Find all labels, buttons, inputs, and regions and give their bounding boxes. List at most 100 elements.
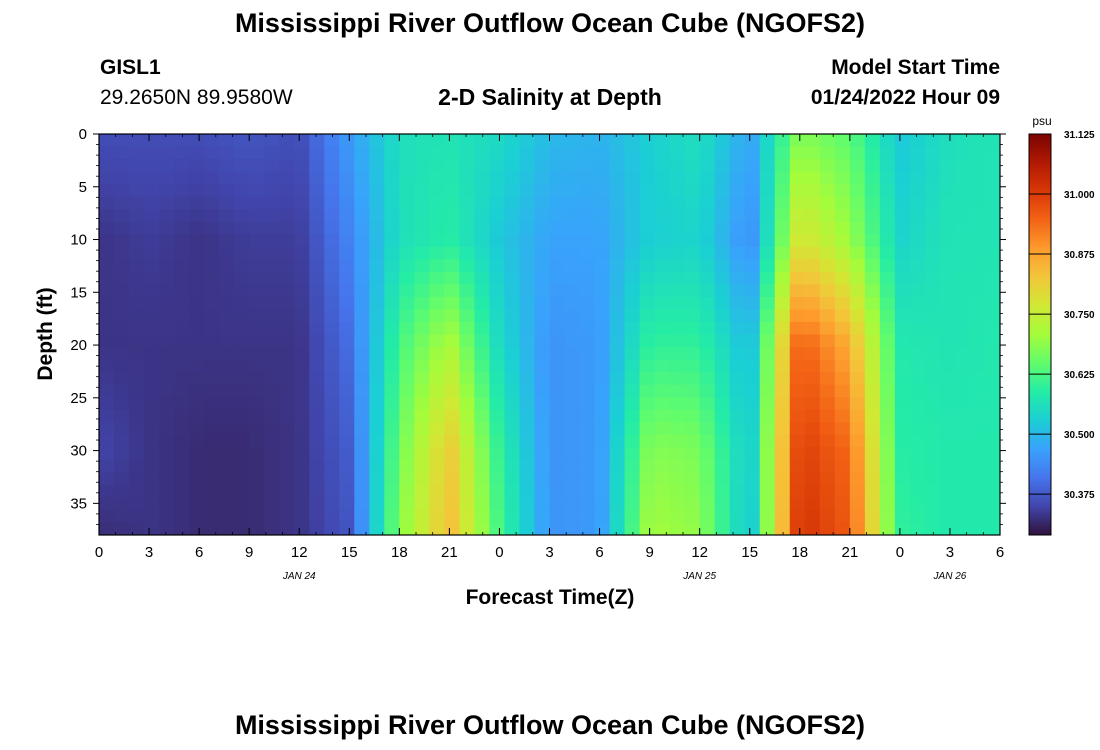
heatmap-cell (699, 234, 716, 248)
heatmap-cell (114, 509, 130, 524)
heatmap-cell (414, 472, 430, 486)
y-axis-label: Depth (ft) (34, 287, 57, 380)
heatmap-cell (804, 221, 821, 235)
heatmap-cell (759, 472, 776, 486)
heatmap-cell (639, 384, 656, 398)
heatmap-cell (789, 259, 806, 273)
heatmap-cell (324, 484, 340, 499)
heatmap-cell (459, 459, 476, 473)
heatmap-cell (414, 234, 430, 248)
heatmap-cell (129, 159, 145, 173)
heatmap-cell (684, 284, 701, 298)
heatmap-cell (114, 522, 130, 535)
heatmap-cell (879, 271, 896, 285)
heatmap-cell (624, 497, 641, 511)
heatmap-cell (744, 447, 761, 461)
heatmap-cell (699, 221, 716, 235)
heatmap-cell (699, 497, 716, 511)
heatmap-cell (549, 196, 566, 210)
heatmap-cell (504, 372, 521, 386)
heatmap-cell (459, 209, 476, 223)
heatmap-cell (909, 397, 926, 411)
heatmap-cell (744, 459, 761, 473)
heatmap-cell (369, 146, 385, 160)
heatmap-cell (369, 472, 385, 486)
heatmap-cell (894, 159, 911, 173)
heatmap-cell (144, 221, 160, 235)
heatmap-cell (879, 221, 896, 235)
heatmap-cell (369, 321, 385, 336)
heatmap-cell (234, 159, 250, 173)
heatmap-cell (894, 372, 911, 386)
heatmap-cell (474, 159, 491, 173)
heatmap-cell (99, 484, 115, 499)
heatmap-cell (594, 447, 611, 461)
heatmap-cell (279, 434, 295, 448)
heatmap-cell (309, 259, 325, 273)
heatmap-cell (579, 397, 596, 411)
heatmap-cell (279, 334, 295, 348)
heatmap-cell (444, 409, 460, 423)
heatmap-cell (159, 497, 175, 511)
heatmap-cell (759, 209, 776, 223)
heatmap-cell (864, 359, 881, 373)
heatmap-cell (879, 422, 896, 436)
heatmap-cell (519, 221, 536, 235)
heatmap-cell (204, 271, 220, 285)
heatmap-cell (174, 434, 190, 448)
heatmap-cell (939, 159, 956, 173)
heatmap-cell (399, 146, 415, 160)
heatmap-cell (429, 246, 445, 260)
heatmap-cell (444, 434, 460, 448)
heatmap-cell (939, 309, 956, 323)
heatmap-cell (969, 259, 986, 273)
heatmap-cell (729, 372, 746, 386)
heatmap-cell (699, 259, 716, 273)
heatmap-cell (519, 397, 536, 411)
heatmap-cell (414, 284, 430, 298)
heatmap-cell (684, 434, 701, 448)
heatmap-cell (609, 447, 626, 461)
heatmap-cell (789, 347, 806, 361)
heatmap-cell (459, 397, 476, 411)
heatmap-cell (759, 171, 776, 185)
heatmap-cell (969, 284, 986, 298)
heatmap-cell (849, 284, 866, 298)
heatmap-cell (594, 409, 611, 423)
heatmap-cell (114, 259, 130, 273)
heatmap-cell (834, 384, 851, 398)
heatmap-cell (504, 347, 521, 361)
heatmap-cell (519, 134, 536, 148)
heatmap-cell (669, 171, 686, 185)
heatmap-cell (684, 447, 701, 461)
heatmap-cell (249, 284, 265, 298)
heatmap-cell (114, 321, 130, 336)
heatmap-cell (744, 334, 761, 348)
heatmap-cell (789, 221, 806, 235)
heatmap-cell (624, 284, 641, 298)
heatmap-cell (909, 321, 926, 336)
heatmap-cell (894, 472, 911, 486)
heatmap-cell (729, 447, 746, 461)
heatmap-cell (189, 447, 205, 461)
heatmap-cell (699, 171, 716, 185)
heatmap-cell (894, 347, 911, 361)
heatmap-cell (594, 372, 611, 386)
heatmap-cell (234, 347, 250, 361)
heatmap-cell (384, 334, 400, 348)
heatmap-cell (729, 159, 746, 173)
heatmap-cell (234, 146, 250, 160)
heatmap-cell (984, 509, 1000, 524)
heatmap-cell (159, 259, 175, 273)
heatmap-cell (759, 359, 776, 373)
heatmap-cell (549, 409, 566, 423)
heatmap-cell (474, 309, 491, 323)
heatmap-cell (804, 309, 821, 323)
heatmap-cell (264, 497, 280, 511)
heatmap-cell (579, 522, 596, 535)
heatmap-cell (969, 447, 986, 461)
heatmap-cell (309, 321, 325, 336)
heatmap-cell (729, 209, 746, 223)
heatmap-cell (234, 271, 250, 285)
heatmap-cell (489, 184, 506, 198)
